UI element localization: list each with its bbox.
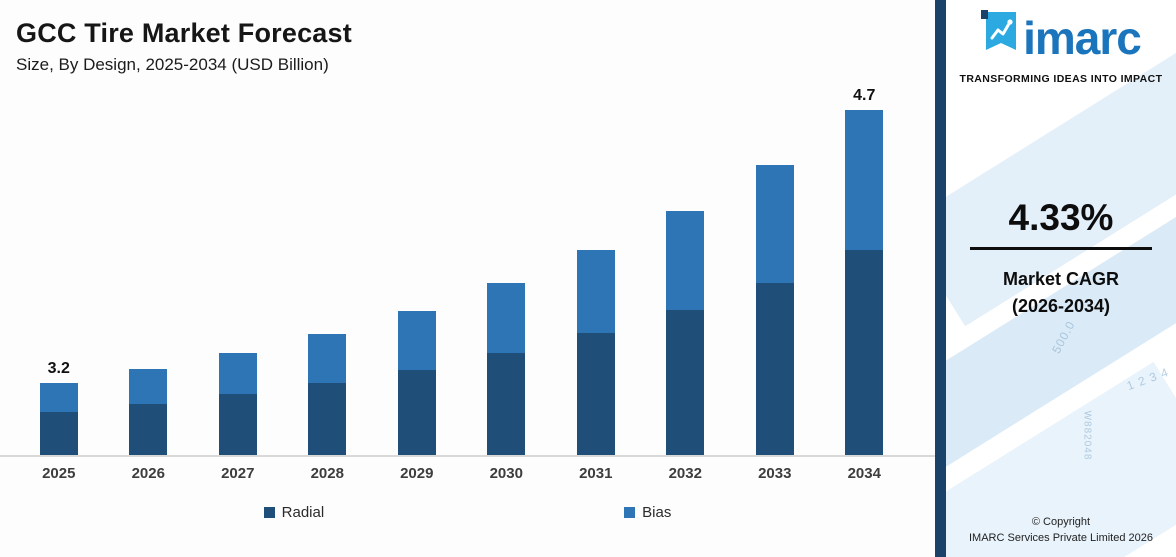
stacked-bar-2034 <box>845 110 884 455</box>
x-axis-label-2034: 2034 <box>847 465 881 482</box>
bias-segment-2030 <box>487 283 526 353</box>
bar-column-2026 <box>104 369 194 455</box>
bar-column-2028 <box>283 334 373 455</box>
legend-item-radial: Radial <box>263 504 325 521</box>
bias-segment-2034 <box>845 110 884 250</box>
x-axis-label-2030: 2030 <box>489 465 523 482</box>
x-axis-label-2027: 2027 <box>221 465 255 482</box>
cagr-label-line1: Market CAGR <box>1002 269 1120 289</box>
radial-segment-2027 <box>218 394 257 455</box>
cagr-label: Market CAGR (2026-2034) <box>970 266 1152 320</box>
stacked-bar-2031 <box>576 250 615 455</box>
radial-segment-2025 <box>39 412 78 455</box>
stacked-bar-2032 <box>666 211 705 455</box>
stacked-bar-2029 <box>397 311 436 455</box>
bias-segment-2026 <box>129 369 168 404</box>
stacked-bar-2027 <box>218 353 257 455</box>
x-axis-label-2028: 2028 <box>310 465 344 482</box>
stacked-bar-2033 <box>755 165 794 455</box>
radial-segment-2034 <box>845 250 884 455</box>
bias-segment-2032 <box>666 211 705 310</box>
stacked-bar-2026 <box>129 369 168 455</box>
radial-segment-2033 <box>755 283 794 455</box>
x-axis-label-2033: 2033 <box>758 465 792 482</box>
plot-area: 3.2 4.7 <box>0 85 935 457</box>
chart-panel: GCC Tire Market Forecast Size, By Design… <box>0 14 935 521</box>
chart-header: GCC Tire Market Forecast Size, By Design… <box>0 14 935 75</box>
legend-item-bias: Bias <box>624 504 671 521</box>
bar-value-label-2025: 3.2 <box>47 360 70 377</box>
bar-column-2027 <box>193 353 283 455</box>
cagr-block: 4.33% Market CAGR (2026-2034) <box>970 197 1152 320</box>
bias-segment-2028 <box>308 334 347 383</box>
bias-segment-2031 <box>576 250 615 333</box>
brand-sidebar: 500.0 1 2 3 4 W882048 imarc TRANSFORMING… <box>946 0 1176 557</box>
page-subtitle: Size, By Design, 2025-2034 (USD Billion) <box>16 55 329 74</box>
x-axis-label-2026: 2026 <box>131 465 165 482</box>
imarc-logo-icon <box>981 10 1019 65</box>
bias-segment-2027 <box>218 353 257 394</box>
x-axis-label-2032: 2032 <box>668 465 702 482</box>
radial-segment-2030 <box>487 353 526 455</box>
copyright-line2: IMARC Services Private Limited 2026 <box>968 532 1153 545</box>
bar-column-2030 <box>462 283 552 455</box>
bias-segment-2033 <box>755 165 794 283</box>
x-axis-labels: 2025 2026 2027 2028 2029 2030 2031 2032 2033 2034 <box>0 457 935 482</box>
stacked-bar-2025 <box>39 383 78 455</box>
bar-column-2031 <box>551 250 641 455</box>
radial-segment-2032 <box>666 310 705 455</box>
stacked-bar-2028 <box>308 334 347 455</box>
cagr-underline <box>970 247 1152 250</box>
bar-column-2032 <box>641 211 731 455</box>
chart-legend: Radial Bias <box>0 504 935 521</box>
stacked-bar-2030 <box>487 283 526 455</box>
bias-segment-2029 <box>397 311 436 370</box>
radial-segment-2028 <box>308 383 347 455</box>
cagr-value: 4.33% <box>1008 197 1114 238</box>
decor-text: 1 2 3 4 <box>1125 364 1172 394</box>
x-axis-label-2031: 2031 <box>579 465 613 482</box>
bar-column-2025: 3.2 <box>14 360 104 455</box>
bias-segment-2025 <box>39 383 78 412</box>
x-axis-label-2029: 2029 <box>400 465 434 482</box>
copyright: © Copyright IMARC Services Private Limit… <box>969 515 1153 547</box>
brand-tagline: TRANSFORMING IDEAS INTO IMPACT <box>959 73 1163 85</box>
decor-text: W882048 <box>1081 410 1093 461</box>
copyright-line1: © Copyright <box>1031 516 1091 529</box>
bar-column-2034: 4.7 <box>820 87 910 455</box>
legend-label-radial: Radial <box>281 504 325 521</box>
bias-swatch-icon <box>624 507 636 518</box>
decor-text: 500.0 <box>1049 318 1078 356</box>
imarc-logo-text: imarc <box>1023 11 1142 64</box>
radial-segment-2031 <box>576 333 615 455</box>
imarc-logo: imarc <box>981 10 1142 65</box>
bar-column-2029 <box>372 311 462 455</box>
radial-swatch-icon <box>263 507 275 518</box>
x-axis-label-2025: 2025 <box>42 465 76 482</box>
divider-stripe <box>935 0 946 557</box>
cagr-label-line2: (2026-2034) <box>1011 296 1111 316</box>
radial-segment-2026 <box>129 404 168 455</box>
page-title: GCC Tire Market Forecast <box>16 18 352 48</box>
legend-label-bias: Bias <box>642 504 672 521</box>
bar-value-label-2034: 4.7 <box>853 87 876 104</box>
bar-column-2033 <box>730 165 820 455</box>
radial-segment-2029 <box>397 370 436 455</box>
